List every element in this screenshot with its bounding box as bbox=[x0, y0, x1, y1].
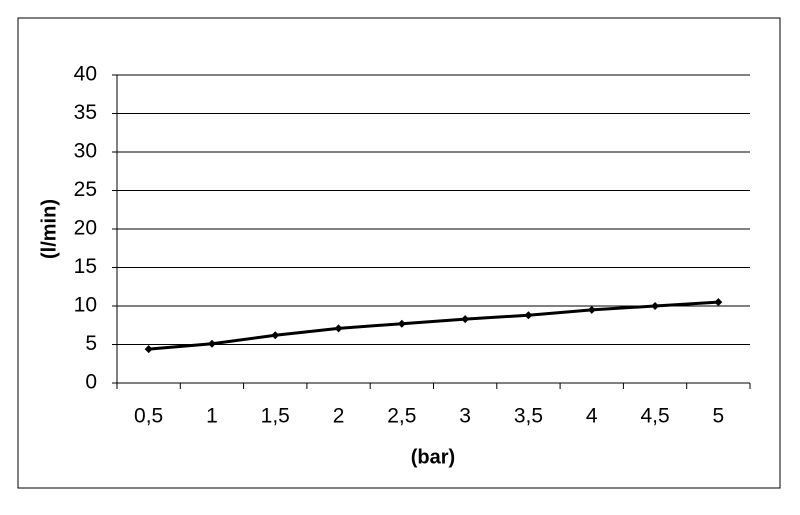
x-tick-label: 1,5 bbox=[261, 405, 290, 428]
x-tick-label: 4,5 bbox=[640, 405, 669, 428]
x-tick-label: 3 bbox=[459, 405, 471, 428]
data-point bbox=[207, 339, 216, 348]
x-tick-label: 0,5 bbox=[134, 405, 163, 428]
data-point bbox=[714, 298, 723, 307]
data-point bbox=[587, 305, 596, 314]
data-point bbox=[461, 315, 470, 324]
data-point bbox=[651, 302, 660, 310]
y-tick-label: 0 bbox=[85, 371, 97, 394]
data-point bbox=[271, 331, 280, 340]
x-tick-label: 2 bbox=[333, 405, 345, 428]
y-tick-label: 15 bbox=[74, 255, 97, 278]
data-point bbox=[524, 311, 533, 320]
y-tick-label: 20 bbox=[74, 217, 97, 240]
x-tick-label: 4 bbox=[586, 405, 598, 428]
y-tick-label: 10 bbox=[74, 294, 97, 317]
y-axis-title: (l/min) bbox=[38, 199, 60, 259]
x-tick-label: 3,5 bbox=[514, 405, 543, 428]
y-tick-label: 25 bbox=[74, 178, 97, 201]
y-tick-label: 5 bbox=[85, 332, 97, 355]
data-point bbox=[397, 319, 406, 328]
data-point bbox=[144, 345, 153, 354]
data-line bbox=[148, 300, 719, 351]
chart-frame bbox=[17, 17, 781, 489]
data-point bbox=[334, 324, 343, 333]
x-tick-label: 1 bbox=[206, 405, 218, 428]
x-tick-label: 2,5 bbox=[387, 405, 416, 428]
y-tick-label: 40 bbox=[74, 63, 97, 86]
x-axis-title: (bar) bbox=[411, 446, 455, 468]
x-tick-label: 5 bbox=[713, 405, 725, 428]
y-tick-label: 35 bbox=[74, 101, 97, 124]
y-tick-label: 30 bbox=[74, 140, 97, 163]
